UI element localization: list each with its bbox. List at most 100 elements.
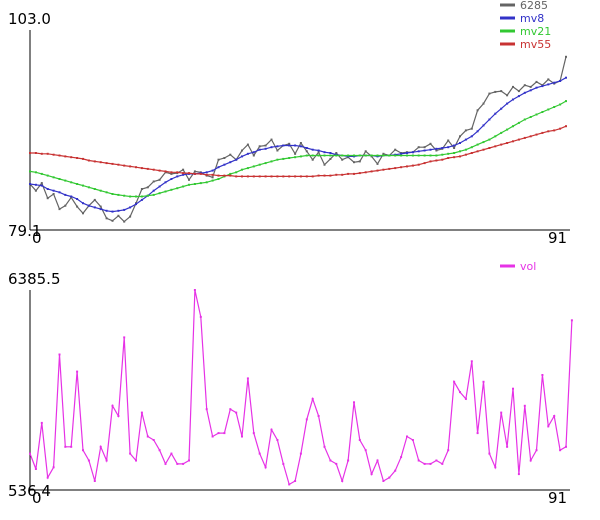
data-point-mv8 xyxy=(205,171,208,174)
data-point-mv8 xyxy=(140,198,143,201)
data-point-mv21 xyxy=(323,154,326,157)
data-point-mv21 xyxy=(535,113,538,116)
data-point-mv21 xyxy=(512,125,514,128)
data-point-mv55 xyxy=(541,131,544,134)
data-point-mv21 xyxy=(482,141,485,144)
data-point-mv8 xyxy=(93,206,96,209)
data-point-mv8 xyxy=(323,151,326,154)
data-point-vol xyxy=(58,353,61,356)
data-point-vol xyxy=(164,462,167,465)
data-point-mv55 xyxy=(464,153,467,156)
data-point-vol xyxy=(40,421,43,424)
data-point-mv21 xyxy=(494,135,497,138)
data-point-6285 xyxy=(294,152,297,155)
data-point-mv21 xyxy=(453,152,456,154)
data-point-mv21 xyxy=(58,178,61,180)
data-point-6285 xyxy=(188,178,190,181)
data-point-vol xyxy=(229,408,232,411)
data-point-mv55 xyxy=(488,147,491,149)
data-point-mv55 xyxy=(299,175,302,178)
data-point-6285 xyxy=(353,161,355,164)
data-point-mv21 xyxy=(364,154,367,157)
data-point-mv8 xyxy=(523,91,526,94)
data-point-mv21 xyxy=(565,100,567,103)
data-point-6285 xyxy=(506,94,509,97)
data-point-vol xyxy=(494,466,497,469)
data-point-vol xyxy=(34,468,37,470)
data-point-mv55 xyxy=(370,170,373,173)
data-point-6285 xyxy=(276,149,279,152)
data-point-mv8 xyxy=(217,166,220,169)
data-point-mv55 xyxy=(258,175,261,178)
data-point-mv8 xyxy=(99,208,102,211)
series-mv55 xyxy=(29,125,567,178)
data-point-vol xyxy=(358,439,361,441)
data-point-vol xyxy=(64,445,67,448)
data-point-vol xyxy=(441,462,444,465)
data-point-mv21 xyxy=(347,154,350,157)
data-point-mv8 xyxy=(299,145,302,148)
data-point-mv55 xyxy=(323,174,326,177)
data-point-mv8 xyxy=(270,146,273,149)
series-mv8 xyxy=(29,76,567,213)
data-point-mv55 xyxy=(158,169,161,172)
data-point-6285 xyxy=(417,146,420,149)
data-point-mv21 xyxy=(299,155,302,158)
data-point-mv55 xyxy=(111,162,114,165)
data-point-vol xyxy=(129,452,132,455)
data-point-mv55 xyxy=(170,171,173,174)
data-point-vol xyxy=(429,462,432,465)
data-point-mv55 xyxy=(482,148,485,151)
data-point-mv55 xyxy=(64,155,67,158)
data-point-mv55 xyxy=(205,173,208,176)
data-point-6285 xyxy=(512,85,514,88)
data-point-vol xyxy=(29,452,31,455)
data-point-6285 xyxy=(429,142,432,145)
data-point-mv21 xyxy=(123,194,126,197)
data-point-mv55 xyxy=(353,172,355,175)
data-point-vol xyxy=(453,380,456,383)
data-point-mv8 xyxy=(470,135,473,138)
data-point-mv8 xyxy=(459,142,461,144)
data-point-mv8 xyxy=(235,158,238,161)
data-point-mv55 xyxy=(447,157,450,159)
legend-item-6285: 6285 xyxy=(500,0,548,12)
data-point-mv21 xyxy=(388,154,391,157)
data-point-mv8 xyxy=(70,195,73,198)
data-point-vol xyxy=(553,415,556,417)
data-point-6285 xyxy=(341,158,344,161)
data-point-6285 xyxy=(193,170,196,173)
data-point-vol xyxy=(335,462,338,465)
data-point-mv8 xyxy=(170,178,173,180)
data-point-mv8 xyxy=(329,152,332,154)
data-point-mv21 xyxy=(93,188,96,190)
data-point-vol xyxy=(482,380,485,383)
data-point-mv21 xyxy=(376,154,379,157)
data-point-vol xyxy=(223,432,226,435)
data-point-mv21 xyxy=(317,154,320,157)
data-point-6285 xyxy=(111,219,114,222)
data-point-6285 xyxy=(241,149,243,152)
data-point-6285 xyxy=(488,92,491,95)
data-point-mv55 xyxy=(146,167,149,170)
data-point-mv21 xyxy=(311,154,314,157)
data-point-mv55 xyxy=(40,152,43,155)
volume-y-max-label: 6385.5 xyxy=(8,270,61,288)
data-point-vol xyxy=(376,459,379,462)
data-point-mv55 xyxy=(164,170,167,173)
series-line-mv55 xyxy=(30,125,567,177)
data-point-mv21 xyxy=(294,156,297,159)
data-point-vol xyxy=(400,456,403,459)
data-point-mv8 xyxy=(417,150,420,153)
data-point-mv21 xyxy=(305,154,308,157)
data-point-vol xyxy=(258,452,261,455)
data-point-vol xyxy=(364,449,367,452)
data-point-6285 xyxy=(447,139,450,142)
data-point-vol xyxy=(182,462,185,465)
data-point-mv55 xyxy=(34,152,37,154)
data-point-mv21 xyxy=(447,152,450,155)
data-point-vol xyxy=(541,374,544,376)
data-point-mv8 xyxy=(117,209,120,212)
data-point-mv21 xyxy=(335,154,338,157)
data-point-mv55 xyxy=(246,175,249,178)
